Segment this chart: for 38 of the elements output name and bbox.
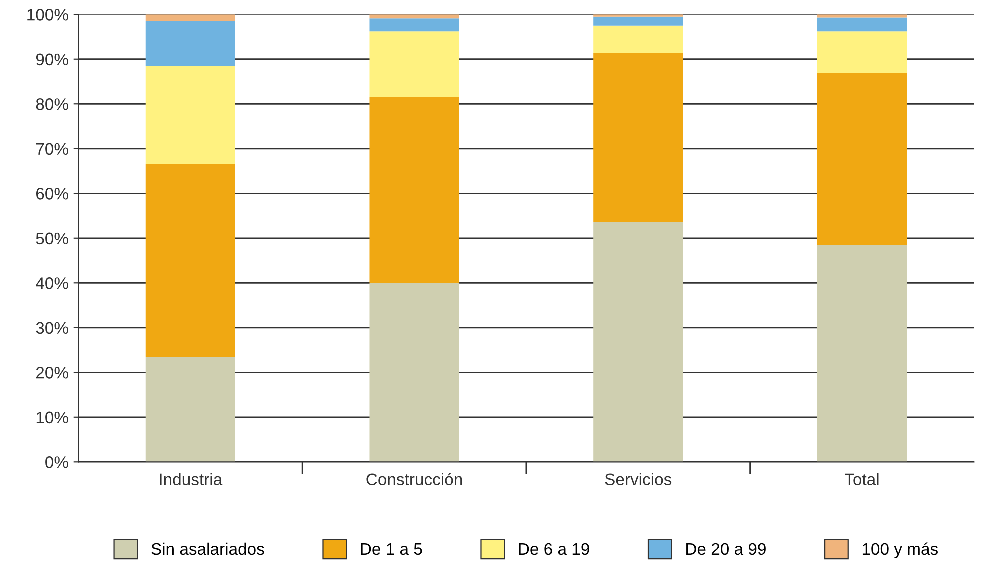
bar bbox=[594, 222, 684, 462]
y-tick-label: 80% bbox=[36, 98, 68, 110]
bar bbox=[817, 32, 907, 74]
bar bbox=[146, 14, 236, 22]
legend-label: Sin asalariados bbox=[152, 542, 264, 556]
bar bbox=[594, 53, 684, 222]
bar bbox=[370, 18, 460, 32]
bar bbox=[370, 97, 460, 284]
bar bbox=[370, 32, 460, 98]
legend-label: De 6 a 19 bbox=[519, 543, 590, 556]
y-tick-label: 90% bbox=[36, 54, 68, 66]
bar bbox=[370, 283, 460, 462]
y-tick-label: 50% bbox=[36, 232, 68, 245]
y-tick-label: 40% bbox=[36, 278, 68, 290]
y-tick-label: 70% bbox=[36, 143, 68, 156]
x-tick-label: Industria bbox=[160, 473, 223, 486]
x-tick-label: Total bbox=[845, 473, 879, 486]
bar bbox=[146, 164, 236, 357]
bar bbox=[146, 66, 236, 165]
y-tick-label: 30% bbox=[36, 322, 68, 334]
y-tick-label: 10% bbox=[36, 412, 68, 424]
y-tick-label: 20% bbox=[36, 367, 68, 379]
x-tick-label: Servicios bbox=[605, 473, 672, 486]
bar bbox=[146, 356, 236, 462]
y-tick-label: 100% bbox=[28, 9, 68, 21]
y-tick-label: 0% bbox=[46, 456, 68, 468]
bar bbox=[817, 14, 907, 18]
x-tick-label: Construcción bbox=[366, 473, 462, 486]
bar bbox=[594, 16, 684, 26]
legend-label: De 1 a 5 bbox=[361, 544, 422, 556]
bar bbox=[146, 21, 236, 66]
legend-label: 100 y más bbox=[862, 542, 938, 558]
bar bbox=[817, 18, 907, 32]
bar bbox=[594, 26, 684, 54]
legend-label: De 20 a 99 bbox=[686, 543, 766, 556]
y-tick-label: 60% bbox=[36, 188, 68, 200]
bar bbox=[817, 246, 907, 462]
bar bbox=[817, 73, 907, 246]
